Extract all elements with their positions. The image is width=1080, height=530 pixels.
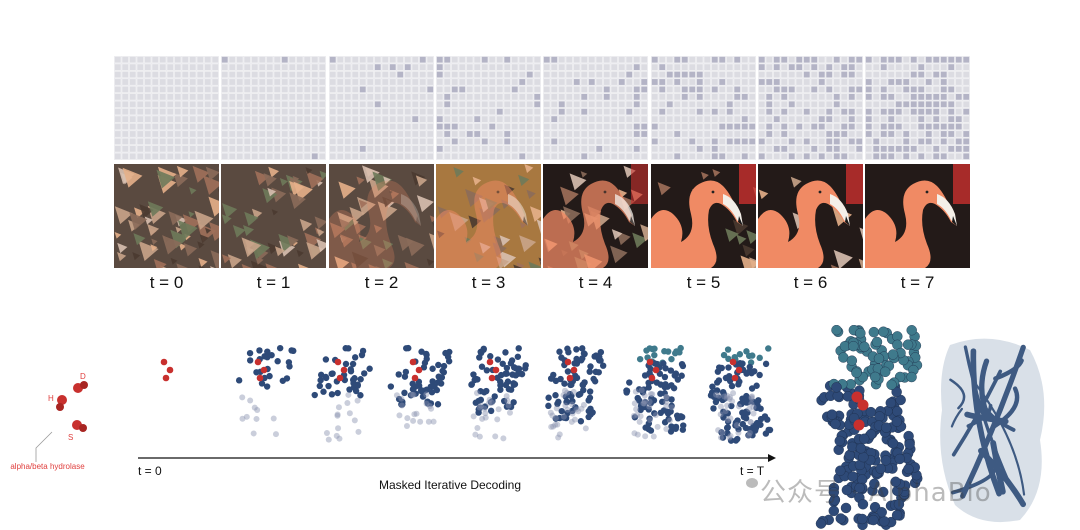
residue-letter-d: D (80, 372, 86, 381)
axis-end-label: t = T (740, 464, 765, 478)
mask-grid-t6 (758, 56, 863, 160)
mask-grid-t0 (114, 56, 219, 160)
timestep-label: t = 1 (256, 273, 291, 292)
mask-grid-t5 (651, 56, 756, 160)
decoded-image-t7 (865, 164, 970, 268)
mask-grid-t2 (329, 56, 434, 160)
protein-state-7 (707, 345, 774, 444)
timestep-label: t = 6 (793, 273, 828, 292)
timestep-label: t = 5 (686, 273, 721, 292)
mask-grid-t4 (543, 56, 648, 160)
wechat-icon (746, 478, 758, 488)
timestep-label: t = 0 (149, 273, 184, 292)
protein-state-4 (468, 345, 529, 442)
axis-title: Masked Iterative Decoding (378, 478, 522, 492)
mask-grid-t3 (436, 56, 541, 160)
final-structure-ribbon (940, 338, 1045, 523)
decoded-image-t1 (221, 164, 326, 268)
timestep-label: t = 2 (364, 273, 399, 292)
decoded-image-t4 (543, 164, 648, 268)
decoded-image-t0 (114, 164, 219, 268)
protein-state-1 (235, 344, 297, 438)
residue-letter-h: H (48, 394, 54, 403)
decoded-image-t6 (758, 164, 863, 268)
timestep-label: t = 7 (900, 273, 935, 292)
decoding-axis-arrow (138, 454, 776, 462)
decoded-image-t2 (329, 164, 434, 268)
label-pointer-line (35, 431, 53, 462)
protein-state-6 (623, 344, 687, 440)
protein-state-0 (160, 358, 174, 382)
protein-state-3 (387, 344, 453, 429)
axis-start-label: t = 0 (138, 464, 162, 478)
timestep-label: t = 3 (471, 273, 506, 292)
decoded-image-t5 (651, 164, 756, 268)
protein-state-5 (545, 345, 607, 441)
catalytic-residues (56, 381, 88, 432)
residue-letter-s: S (68, 433, 74, 442)
watermark: 公众号 · AlphaBio (760, 478, 992, 508)
mask-grid-t7 (865, 56, 970, 160)
protein-state-2 (311, 345, 373, 443)
timestep-label: t = 4 (578, 273, 613, 292)
decoded-image-t3 (436, 164, 541, 268)
final-structure-spheres (815, 325, 923, 530)
residues-label: alpha/beta hydrolase (10, 462, 85, 471)
mask-grid-t1 (221, 56, 326, 160)
